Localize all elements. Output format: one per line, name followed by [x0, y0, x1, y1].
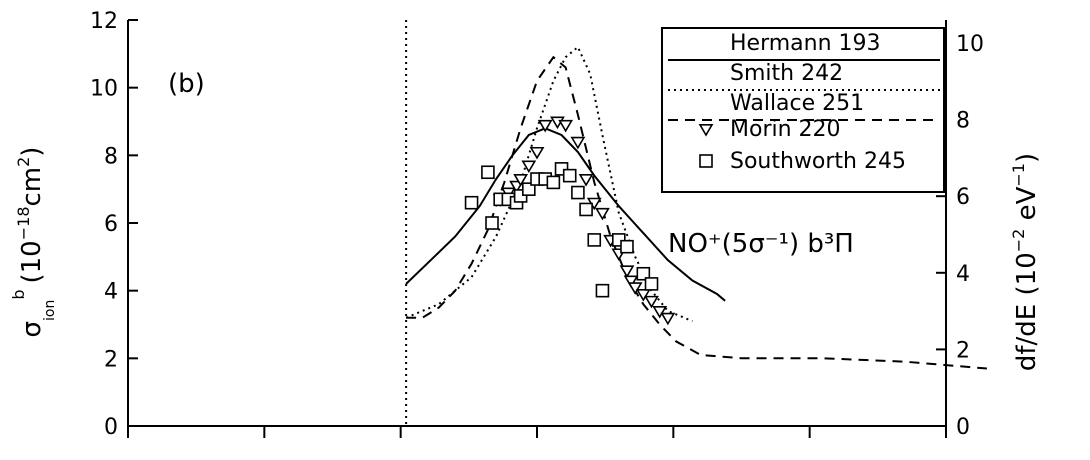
point-southworth-245 — [464, 195, 479, 210]
y-tick-label-left: 6 — [104, 212, 118, 237]
svg-text:df/dE (10−2 eV−1): df/dE (10−2 eV−1) — [1009, 153, 1042, 371]
y-tick-label-left: 10 — [90, 77, 118, 102]
point-morin-220 — [521, 160, 537, 174]
point-morin-220 — [644, 295, 659, 309]
y-tick-label-right: 4 — [956, 262, 970, 287]
legend-label-southworth-245: Southworth 245 — [730, 149, 906, 174]
y-axis-label-left: σion b (10−18cm2) — [9, 147, 58, 338]
point-southworth-245 — [644, 277, 659, 291]
svg-text:σionb(10−18cm2): σion b (10−18cm2) — [9, 147, 58, 338]
point-southworth-245 — [522, 182, 536, 196]
point-morin-220 — [558, 119, 574, 133]
panel-label: (b) — [168, 69, 205, 99]
y-tick-label-right: 2 — [956, 338, 970, 363]
point-southworth-245 — [579, 202, 593, 217]
point-morin-220 — [595, 207, 610, 221]
plot-area — [405, 20, 987, 426]
ylabel-right-unit-exp: −1 — [1009, 163, 1028, 187]
y-axis-label-right: df/dE (10−2 eV−1) — [1009, 153, 1042, 371]
y-tick-label-left: 0 — [104, 415, 118, 440]
point-morin-220 — [578, 174, 594, 187]
point-southworth-245 — [546, 175, 561, 190]
ylabel-subscript: ion — [42, 300, 58, 321]
point-morin-220 — [619, 265, 635, 278]
ylabel-unit-sq: 2 — [14, 157, 33, 167]
point-southworth-245 — [485, 216, 499, 230]
y-tick-label-right: 8 — [956, 109, 970, 134]
point-morin-220 — [570, 136, 586, 150]
ylabel-unit-close: ) — [17, 147, 47, 157]
legend-label-wallace-251: Wallace 251 — [730, 91, 864, 116]
ylabel-unit-exp: −18 — [14, 207, 33, 241]
ylabel-right-close: ) — [1012, 153, 1042, 163]
point-southworth-245 — [562, 168, 577, 183]
point-morin-220 — [660, 312, 676, 326]
y-tick-label-right: 6 — [956, 185, 970, 210]
legend-label-morin-220: Morin 220 — [730, 117, 841, 142]
point-southworth-245 — [595, 283, 610, 298]
y-tick-label-right: 10 — [956, 32, 984, 57]
ylabel-unit-base: cm — [17, 167, 47, 207]
point-morin-220 — [513, 174, 529, 187]
axes: 0 2 4 6 8 10 12 0 2 4 6 8 10 — [90, 9, 984, 440]
series-hermann-193 — [405, 127, 726, 302]
y-tick-label-left: 4 — [104, 280, 118, 305]
legend-marker-southworth-245 — [699, 154, 713, 168]
y-tick-label-left: 12 — [90, 9, 118, 34]
ylabel-right-exp: −2 — [1009, 229, 1028, 253]
ylabel-unit-open: (10 — [17, 240, 47, 283]
point-southworth-245 — [481, 165, 495, 180]
point-southworth-245 — [587, 233, 602, 247]
y-tick-label-right: 0 — [956, 415, 970, 440]
ylabel-superscript: b — [9, 290, 28, 300]
point-southworth-245 — [636, 266, 651, 281]
ylabel-symbol: σ — [17, 321, 47, 337]
point-morin-220 — [635, 289, 651, 302]
legend-label-hermann-193: Hermann 193 — [730, 31, 881, 56]
point-southworth-245 — [571, 185, 585, 200]
y-tick-label-left: 8 — [104, 144, 118, 169]
point-morin-220 — [537, 119, 553, 133]
point-morin-220 — [623, 275, 639, 289]
point-morin-220 — [652, 305, 668, 319]
point-morin-220 — [627, 282, 643, 295]
point-southworth-245 — [620, 239, 634, 254]
ylabel-right-main: df/dE (10 — [1012, 252, 1042, 371]
legend-label-smith-242: Smith 242 — [730, 61, 843, 86]
y-tick-label-left: 2 — [104, 347, 118, 372]
annotation: NO⁺(5σ⁻¹) b³Π — [668, 229, 854, 259]
point-morin-220 — [529, 146, 545, 160]
legend-marker-morin-220 — [698, 124, 714, 137]
ylabel-right-unit: eV — [1012, 186, 1042, 228]
